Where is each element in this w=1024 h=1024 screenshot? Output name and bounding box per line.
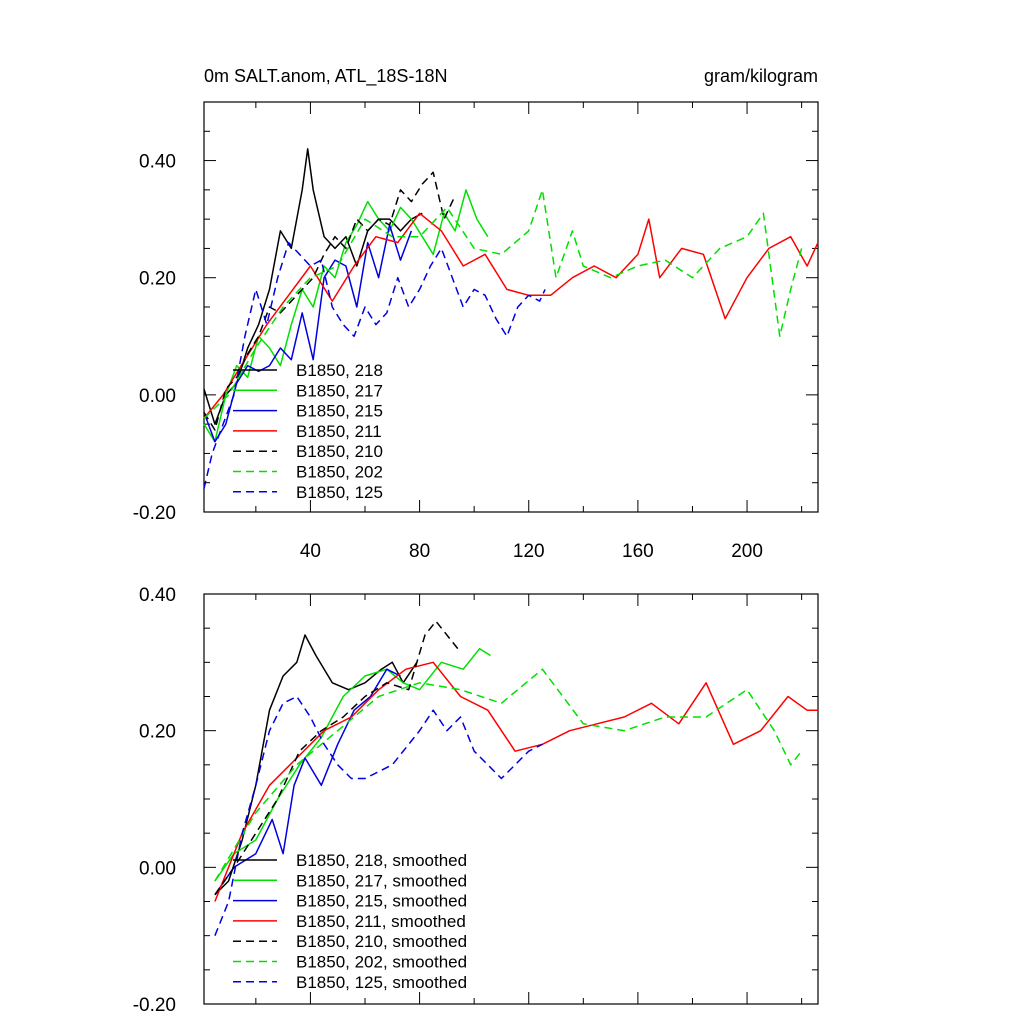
legend-label: B1850, 215, smoothed (296, 892, 467, 911)
legend-label: B1850, 125, smoothed (296, 973, 467, 992)
series-line-2 (203, 224, 413, 443)
series-line-1 (203, 189, 489, 443)
legend-label: B1850, 125 (296, 483, 383, 502)
legend-label: B1850, 217 (296, 381, 383, 400)
y-tick-label: 0.00 (139, 858, 176, 879)
legend-label: B1850, 202, smoothed (296, 953, 467, 972)
y-tick-label: 0.20 (139, 722, 176, 743)
series-line-6 (214, 695, 543, 936)
y-tick-label: 0.20 (139, 269, 176, 290)
series-line-4 (203, 171, 456, 431)
x-tick-label: 200 (731, 541, 763, 562)
legend-label: B1850, 210, smoothed (296, 932, 467, 951)
x-tick-label: 40 (300, 541, 321, 562)
x-tick-label: 80 (409, 541, 430, 562)
legend-label: B1850, 211, smoothed (296, 912, 466, 931)
series-line-0 (214, 634, 418, 896)
legend-label: B1850, 211 (296, 422, 382, 441)
legend-label: B1850, 210 (296, 442, 383, 461)
legend-label: B1850, 218, smoothed (296, 851, 467, 870)
x-tick-label: 160 (622, 541, 654, 562)
x-tick-label: 120 (513, 541, 545, 562)
y-tick-label: 0.40 (139, 585, 176, 606)
y-tick-label: 0.40 (139, 152, 176, 173)
series-line-2 (214, 668, 401, 896)
y-tick-label: -0.20 (133, 503, 176, 524)
series-line-1 (214, 647, 491, 882)
legend-label: B1850, 215 (296, 402, 383, 421)
legend-label: B1850, 218 (296, 361, 383, 380)
series-line-5 (203, 189, 803, 419)
legend-label: B1850, 217, smoothed (296, 871, 467, 890)
top-panel: 0m SALT.anom, ATL_18S-18N gram/kilogram … (133, 66, 819, 562)
series-line-5 (214, 668, 803, 882)
y-tick-label: -0.20 (133, 995, 176, 1016)
series-line-4 (214, 620, 459, 896)
y-tick-label: 0.00 (139, 386, 176, 407)
legend-label: B1850, 202 (296, 463, 383, 482)
top-chart-title: 0m SALT.anom, ATL_18S-18N (204, 66, 447, 87)
bottom-panel: -0.200.000.200.40 B1850, 218, smoothedB1… (133, 585, 819, 1016)
series-line-6 (203, 241, 546, 489)
top-chart-units: gram/kilogram (704, 66, 818, 86)
